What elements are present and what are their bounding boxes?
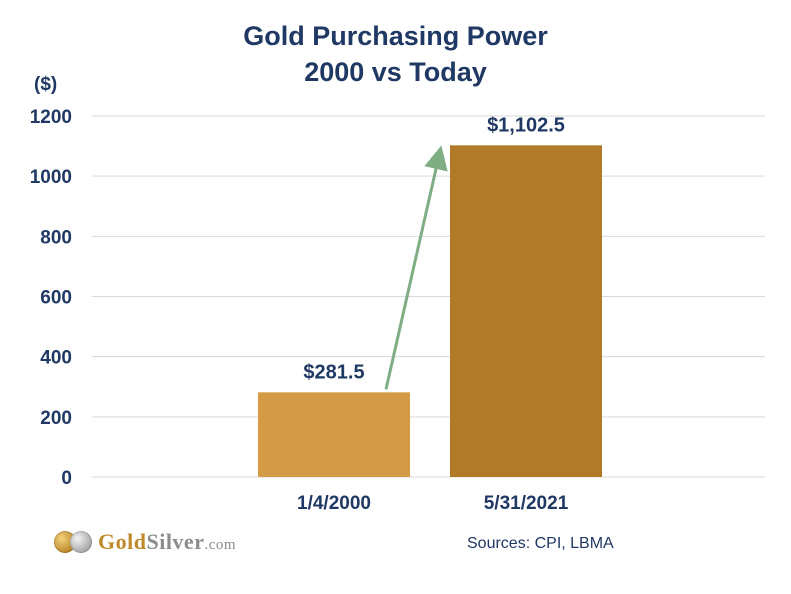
x-category-label-1: 1/4/2000 <box>297 493 371 514</box>
data-labels: $281.5 $1,102.5 <box>303 114 565 383</box>
chart-title: Gold Purchasing Power <box>243 21 548 51</box>
sources-note: Sources: CPI, LBMA <box>467 535 614 552</box>
y-tick-label: 600 <box>40 288 72 309</box>
chart-subtitle: 2000 vs Today <box>304 57 487 87</box>
logo-domain-text: .com <box>204 537 237 553</box>
silver-coin-icon <box>70 531 92 553</box>
y-axis-ticks: 0 200 400 600 800 1000 1200 <box>30 107 72 489</box>
chart-title-block: Gold Purchasing Power 2000 vs Today <box>0 18 791 90</box>
logo-silver-text: Silver <box>146 529 205 554</box>
y-tick-label: 1200 <box>30 107 72 128</box>
bars <box>258 145 602 478</box>
y-tick-label: 800 <box>40 227 72 248</box>
growth-arrow <box>384 145 448 390</box>
data-label-2: $1,102.5 <box>487 114 565 136</box>
y-tick-label: 200 <box>40 408 72 429</box>
x-axis-categories: 1/4/2000 5/31/2021 <box>297 493 569 514</box>
data-label-1: $281.5 <box>303 361 364 383</box>
bar-2 <box>450 145 602 478</box>
bar-1 <box>258 392 410 477</box>
logo-wordmark: GoldSilver.com <box>98 529 236 555</box>
y-tick-label: 1000 <box>30 167 72 188</box>
growth-arrow-line <box>384 145 448 390</box>
y-tick-label: 0 <box>61 468 72 489</box>
y-axis-unit-label: ($) <box>34 74 57 95</box>
logo-gold-text: Gold <box>98 529 147 554</box>
y-tick-label: 400 <box>40 348 72 369</box>
x-category-label-2: 5/31/2021 <box>484 493 569 514</box>
gridlines <box>92 115 765 478</box>
goldsilver-logo: GoldSilver.com <box>54 528 236 556</box>
